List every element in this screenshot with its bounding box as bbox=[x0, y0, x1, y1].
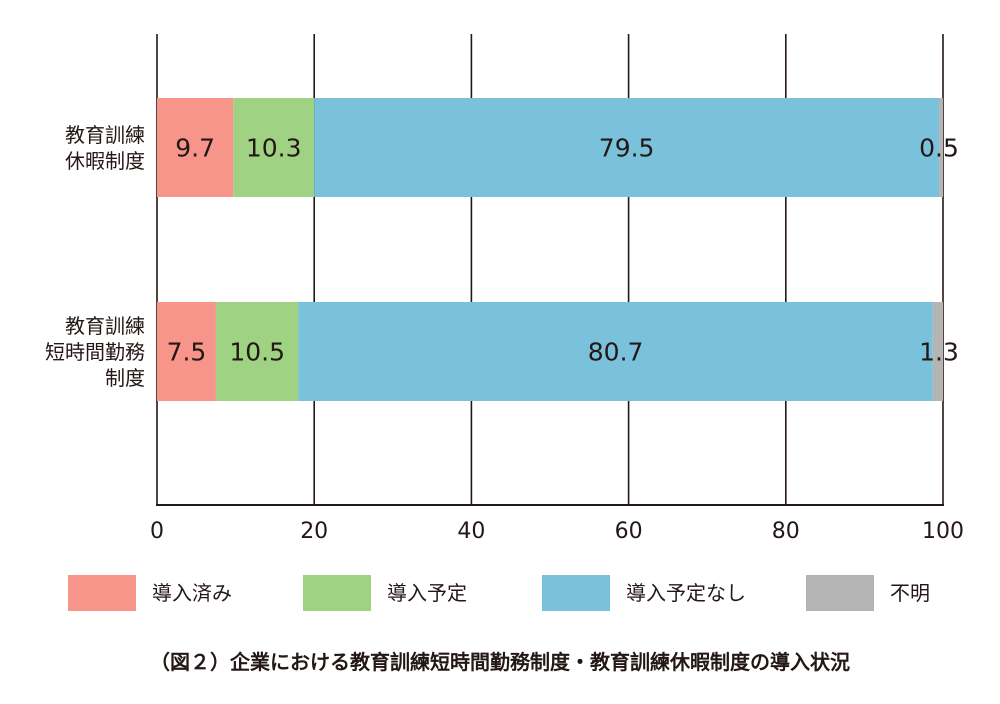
data-labels: 9.7 10.3 79.5 0.5 7.5 10.5 80.7 1.3 bbox=[167, 134, 959, 367]
legend-label: 導入済み bbox=[152, 581, 232, 605]
category-label-line: 教育訓練 bbox=[65, 122, 145, 147]
bar-segment bbox=[298, 302, 933, 401]
bar-segment bbox=[932, 302, 943, 401]
legend-label: 導入予定なし bbox=[626, 581, 746, 605]
legend-swatch bbox=[542, 575, 610, 611]
bar-segment bbox=[314, 98, 940, 197]
category-label-line: 教育訓練 bbox=[65, 313, 145, 338]
x-tick-label: 100 bbox=[922, 519, 964, 544]
x-tick-label: 60 bbox=[615, 519, 643, 544]
figure-caption: （図２）企業における教育訓練短時間勤務制度・教育訓練休暇制度の導入状況 bbox=[150, 650, 850, 674]
x-axis: 0 20 40 60 80 100 bbox=[150, 504, 964, 544]
legend-label: 導入予定 bbox=[387, 581, 467, 605]
bar-segment bbox=[215, 302, 299, 401]
bar-segment bbox=[939, 98, 943, 197]
data-label: 79.5 bbox=[599, 134, 655, 163]
legend-swatch bbox=[806, 575, 874, 611]
bar-segment bbox=[157, 98, 234, 197]
data-label: 9.7 bbox=[175, 134, 215, 163]
x-tick-label: 40 bbox=[457, 519, 485, 544]
legend-swatch bbox=[303, 575, 371, 611]
stacked-bar-chart: 9.7 10.3 79.5 0.5 7.5 10.5 80.7 1.3 0 20 40 60 80 10… bbox=[150, 34, 964, 544]
data-label: 80.7 bbox=[588, 338, 644, 367]
category-label-short-hours: 教育訓練 短時間勤務 制度 bbox=[45, 313, 145, 391]
bar-segment bbox=[233, 98, 315, 197]
data-label: 10.3 bbox=[246, 134, 302, 163]
data-label: 0.5 bbox=[919, 134, 959, 163]
x-tick-label: 0 bbox=[150, 519, 164, 544]
data-label: 7.5 bbox=[167, 338, 207, 367]
category-label-line: 短時間勤務 bbox=[45, 339, 145, 364]
category-label-line: 制度 bbox=[105, 365, 145, 390]
category-label-vacation: 教育訓練 休暇制度 bbox=[65, 122, 145, 174]
bar-segment bbox=[157, 302, 216, 401]
category-label-line: 休暇制度 bbox=[65, 148, 145, 173]
data-label: 1.3 bbox=[919, 338, 959, 367]
x-tick-label: 80 bbox=[772, 519, 800, 544]
legend-label: 不明 bbox=[890, 581, 930, 605]
legend: 導入済み 導入予定 導入予定なし 不明 bbox=[0, 575, 1000, 611]
data-label: 10.5 bbox=[229, 338, 285, 367]
legend-swatch bbox=[68, 575, 136, 611]
x-tick-label: 20 bbox=[300, 519, 328, 544]
bars bbox=[157, 98, 943, 401]
